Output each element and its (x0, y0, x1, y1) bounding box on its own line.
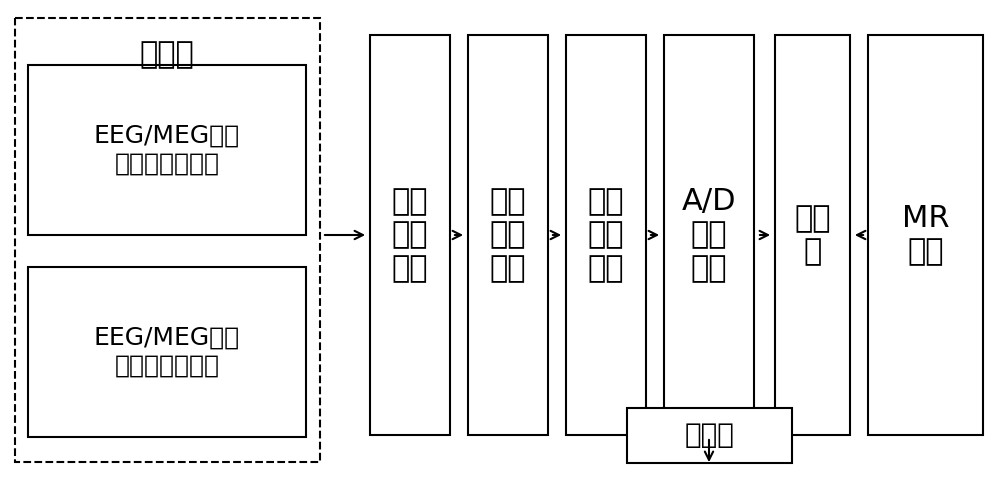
Text: MR
图像: MR 图像 (902, 204, 949, 266)
Text: A/D
转换
模块: A/D 转换 模块 (682, 187, 736, 283)
Text: 信号
滤波
模块: 信号 滤波 模块 (490, 187, 526, 283)
Bar (28, 267, 306, 437)
Bar (627, 408, 792, 463)
Text: 计算
机: 计算 机 (794, 204, 831, 266)
Text: EEG/MEG电极
相对位置传感器: EEG/MEG电极 相对位置传感器 (94, 124, 240, 176)
Bar (28, 65, 306, 235)
Bar (775, 35, 850, 435)
Bar (868, 35, 983, 435)
Text: 存储器: 存储器 (685, 421, 734, 449)
Text: 电极帽: 电极帽 (140, 40, 194, 70)
Bar (664, 35, 754, 435)
Bar (370, 35, 450, 435)
Text: 信号
放大
模块: 信号 放大 模块 (588, 187, 624, 283)
Bar (468, 35, 548, 435)
Bar (566, 35, 646, 435)
Text: 信号
隔离
模块: 信号 隔离 模块 (392, 187, 428, 283)
Bar (15, 18, 320, 462)
Text: EEG/MEG电极
基准位置传感器: EEG/MEG电极 基准位置传感器 (94, 326, 240, 378)
